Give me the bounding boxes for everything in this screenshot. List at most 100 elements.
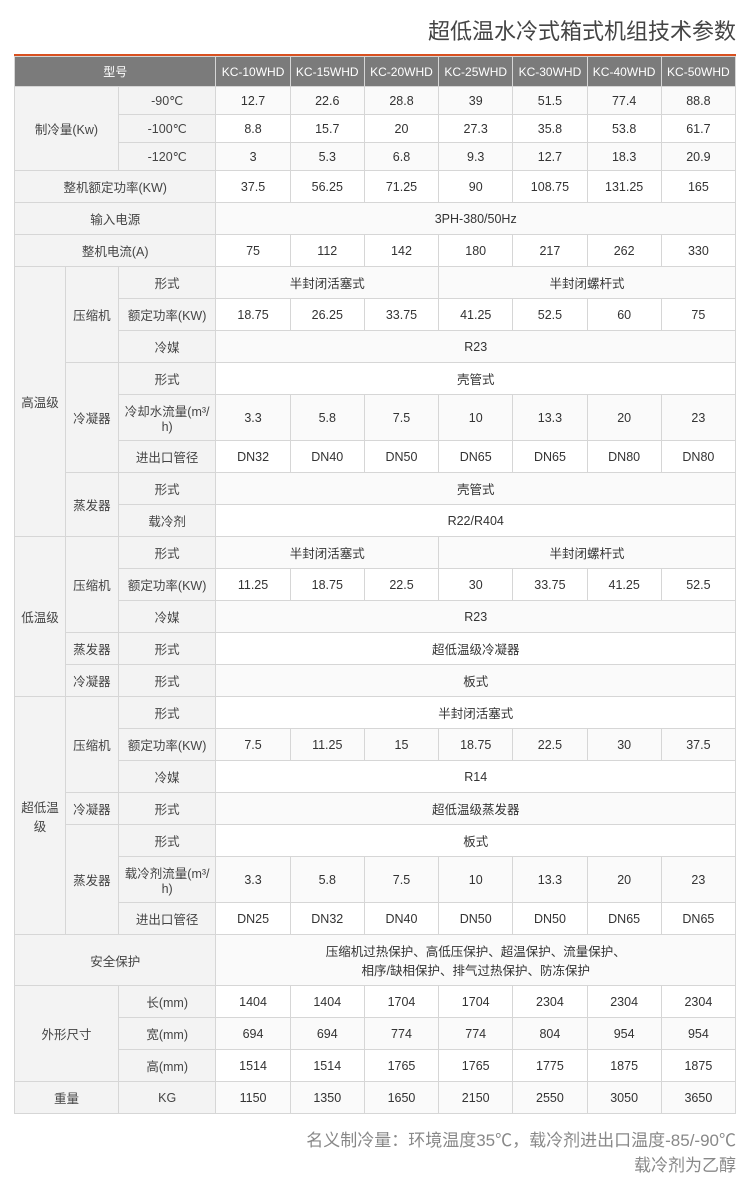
table-row: 输入电源 3PH-380/50Hz bbox=[15, 203, 736, 235]
cell: 3.3 bbox=[216, 395, 290, 441]
row-label: 形式 bbox=[118, 363, 216, 395]
cell: 262 bbox=[587, 235, 661, 267]
cell: 1404 bbox=[290, 986, 364, 1018]
cell: R22/R404 bbox=[216, 505, 736, 537]
row-label: 额定功率(KW) bbox=[118, 729, 216, 761]
cell: 774 bbox=[439, 1018, 513, 1050]
row-label: 形式 bbox=[118, 793, 216, 825]
model-label: 型号 bbox=[15, 57, 216, 87]
cell: 23 bbox=[661, 857, 735, 903]
cell: R23 bbox=[216, 331, 736, 363]
cell: 1765 bbox=[364, 1050, 438, 1082]
cell: 2304 bbox=[661, 986, 735, 1018]
cell: 15.7 bbox=[290, 115, 364, 143]
row-label: 输入电源 bbox=[15, 203, 216, 235]
cell: 1704 bbox=[439, 986, 513, 1018]
cell: 75 bbox=[661, 299, 735, 331]
cell: 1775 bbox=[513, 1050, 587, 1082]
table-row: 冷凝器 形式 板式 bbox=[15, 665, 736, 697]
cell: 77.4 bbox=[587, 87, 661, 115]
row-label: 形式 bbox=[118, 473, 216, 505]
row-label: 高(mm) bbox=[118, 1050, 216, 1082]
cell: 28.8 bbox=[364, 87, 438, 115]
sub-group: 冷凝器 bbox=[65, 793, 118, 825]
cell: 804 bbox=[513, 1018, 587, 1050]
table-row: 重量 KG 1150 1350 1650 2150 2550 3050 3650 bbox=[15, 1082, 736, 1114]
cell: 37.5 bbox=[216, 171, 290, 203]
table-row: 冷却水流量(m³/h) 3.3 5.8 7.5 10 13.3 20 23 bbox=[15, 395, 736, 441]
row-label: 额定功率(KW) bbox=[118, 299, 216, 331]
cell: 13.3 bbox=[513, 395, 587, 441]
table-row: 高(mm) 1514 1514 1765 1765 1775 1875 1875 bbox=[15, 1050, 736, 1082]
cell: 30 bbox=[439, 569, 513, 601]
cell: 60 bbox=[587, 299, 661, 331]
row-label: 形式 bbox=[118, 267, 216, 299]
row-label: 载冷剂流量(m³/h) bbox=[118, 857, 216, 903]
cell: 10 bbox=[439, 395, 513, 441]
table-row: 载冷剂 R22/R404 bbox=[15, 505, 736, 537]
cell: 半封闭活塞式 bbox=[216, 267, 439, 299]
row-label: 冷媒 bbox=[118, 761, 216, 793]
cell: 22.5 bbox=[364, 569, 438, 601]
cell: 33.75 bbox=[364, 299, 438, 331]
table-row: 额定功率(KW) 11.25 18.75 22.5 30 33.75 41.25… bbox=[15, 569, 736, 601]
cell: 半封闭螺杆式 bbox=[439, 267, 736, 299]
cell: 18.75 bbox=[216, 299, 290, 331]
cell: 半封闭螺杆式 bbox=[439, 537, 736, 569]
cell: 954 bbox=[661, 1018, 735, 1050]
table-row: 载冷剂流量(m³/h) 3.3 5.8 7.5 10 13.3 20 23 bbox=[15, 857, 736, 903]
cell: 2550 bbox=[513, 1082, 587, 1114]
cooling-group: 制冷量(Kw) bbox=[15, 87, 119, 171]
cell: 1150 bbox=[216, 1082, 290, 1114]
cell: 108.75 bbox=[513, 171, 587, 203]
cell: 90 bbox=[439, 171, 513, 203]
sub-group: 蒸发器 bbox=[65, 825, 118, 935]
table-row: 进出口管径 DN25 DN32 DN40 DN50 DN50 DN65 DN65 bbox=[15, 903, 736, 935]
row-label: 形式 bbox=[118, 633, 216, 665]
table-row: 整机电流(A) 75 112 142 180 217 262 330 bbox=[15, 235, 736, 267]
cell: 52.5 bbox=[661, 569, 735, 601]
table-row: 进出口管径 DN32 DN40 DN50 DN65 DN65 DN80 DN80 bbox=[15, 441, 736, 473]
cell: 3 bbox=[216, 143, 290, 171]
table-row: 冷凝器 形式 壳管式 bbox=[15, 363, 736, 395]
cell: 75 bbox=[216, 235, 290, 267]
cell: 20 bbox=[364, 115, 438, 143]
row-label: 整机额定功率(KW) bbox=[15, 171, 216, 203]
table-row: 宽(mm) 694 694 774 774 804 954 954 bbox=[15, 1018, 736, 1050]
cell: 41.25 bbox=[587, 569, 661, 601]
table-row: 高温级 压缩机 形式 半封闭活塞式 半封闭螺杆式 bbox=[15, 267, 736, 299]
cell: 板式 bbox=[216, 665, 736, 697]
cell: 26.25 bbox=[290, 299, 364, 331]
row-label: 进出口管径 bbox=[118, 903, 216, 935]
cell: 3050 bbox=[587, 1082, 661, 1114]
table-row: 超低温级 压缩机 形式 半封闭活塞式 bbox=[15, 697, 736, 729]
cell: 1514 bbox=[290, 1050, 364, 1082]
sub-group: 压缩机 bbox=[65, 267, 118, 363]
cell: 10 bbox=[439, 857, 513, 903]
cell: 131.25 bbox=[587, 171, 661, 203]
cell: 20.9 bbox=[661, 143, 735, 171]
cell: 112 bbox=[290, 235, 364, 267]
row-label: 进出口管径 bbox=[118, 441, 216, 473]
model-col: KC-20WHD bbox=[364, 57, 438, 87]
row-label: 形式 bbox=[118, 537, 216, 569]
cell: 37.5 bbox=[661, 729, 735, 761]
ultralow-group: 超低温级 bbox=[15, 697, 66, 935]
cell: 压缩机过热保护、高低压保护、超温保护、流量保护、 相序/缺相保护、排气过热保护、… bbox=[216, 935, 736, 986]
cell: 71.25 bbox=[364, 171, 438, 203]
cell: 壳管式 bbox=[216, 473, 736, 505]
cell: 11.25 bbox=[216, 569, 290, 601]
cell: 52.5 bbox=[513, 299, 587, 331]
cell: 板式 bbox=[216, 825, 736, 857]
cell: 1875 bbox=[587, 1050, 661, 1082]
cell: 20 bbox=[587, 395, 661, 441]
cell: 30 bbox=[587, 729, 661, 761]
cell: 1350 bbox=[290, 1082, 364, 1114]
cell: 12.7 bbox=[513, 143, 587, 171]
cell: 6.8 bbox=[364, 143, 438, 171]
cell: 3650 bbox=[661, 1082, 735, 1114]
page-title: 超低温水冷式箱式机组技术参数 bbox=[14, 10, 736, 54]
row-label: 形式 bbox=[118, 825, 216, 857]
cell: 壳管式 bbox=[216, 363, 736, 395]
cell: 超低温级冷凝器 bbox=[216, 633, 736, 665]
